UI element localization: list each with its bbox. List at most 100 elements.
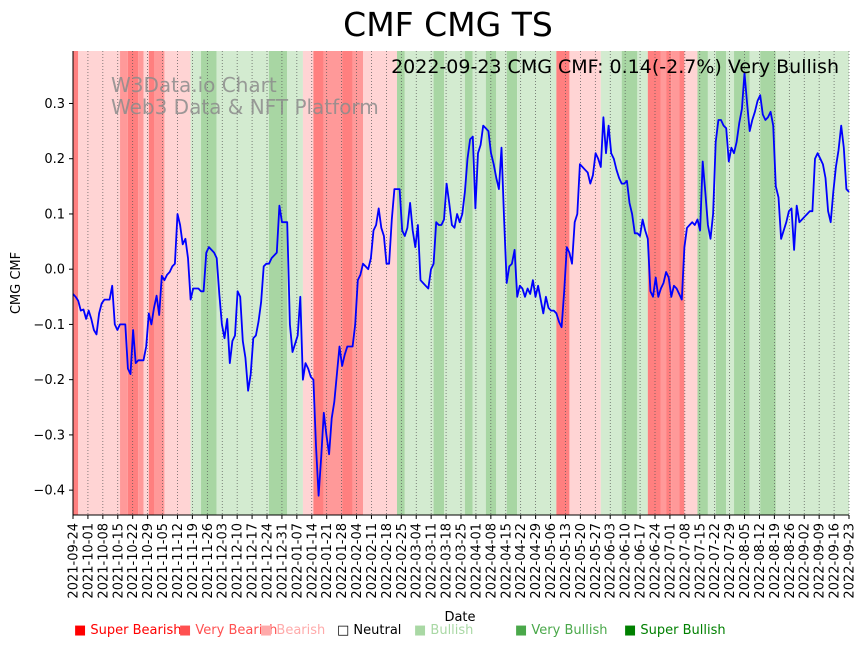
y-tick-label-2: −0.2: [33, 373, 65, 388]
x-tick-label-49: 2022-09-02: [798, 523, 813, 599]
x-tick-label-23: 2022-03-04: [410, 523, 425, 599]
regime-band-19: [363, 51, 397, 515]
x-tick-label-16: 2022-01-14: [305, 523, 320, 599]
x-tick-label-29: 2022-04-15: [499, 523, 514, 599]
y-tick-label-3: −0.1: [33, 318, 65, 333]
x-ticks: 2021-09-24 2021-10-01 2021-10-08 2021-10-15…: [67, 515, 858, 599]
x-tick-label-52: 2022-09-23: [843, 523, 858, 599]
regime-band-47: [760, 51, 776, 515]
x-tick-label-5: 2021-10-29: [141, 523, 156, 599]
regime-band-44: [726, 51, 735, 515]
x-tick-label-39: 2022-06-24: [649, 523, 664, 599]
regime-band-4: [138, 51, 144, 515]
y-tick-label-5: 0.1: [44, 207, 65, 222]
regime-band-33: [621, 51, 638, 515]
x-tick-label-30: 2022-04-22: [514, 523, 529, 599]
legend-item-1: ■ Very Bearish: [179, 623, 277, 638]
x-tick-label-17: 2022-01-21: [320, 523, 335, 599]
regime-band-22: [433, 51, 445, 515]
x-tick-label-43: 2022-07-22: [708, 523, 723, 599]
x-tick-label-32: 2022-05-06: [544, 523, 559, 599]
x-tick-label-22: 2022-02-25: [395, 523, 410, 599]
legend-item-2: ■ Bearish: [260, 623, 325, 638]
x-tick-label-40: 2022-07-01: [663, 523, 678, 599]
x-tick-label-27: 2022-04-01: [469, 523, 484, 599]
x-tick-label-7: 2021-11-12: [171, 523, 186, 599]
x-tick-label-36: 2022-06-03: [604, 523, 619, 599]
regime-band-2: [120, 51, 128, 515]
regime-band-6: [148, 51, 154, 515]
regime-band-1: [78, 51, 121, 515]
regime-band-27: [496, 51, 507, 515]
x-tick-label-18: 2022-01-28: [335, 523, 350, 599]
regime-bands: [73, 51, 849, 515]
x-tick-label-34: 2022-05-20: [574, 523, 589, 599]
x-tick-label-19: 2022-02-04: [350, 523, 365, 599]
legend-item-4: ■ Bullish: [414, 623, 473, 638]
legend-item-5: ■ Very Bullish: [515, 623, 607, 638]
x-tick-label-48: 2022-08-26: [783, 523, 798, 599]
regime-band-7: [153, 51, 165, 515]
chart-title: CMF CMG TS: [343, 5, 553, 44]
regime-band-16: [323, 51, 343, 515]
regime-band-42: [707, 51, 716, 515]
regime-band-46: [749, 51, 761, 515]
x-tick-label-47: 2022-08-19: [768, 523, 783, 599]
regime-band-15: [313, 51, 324, 515]
regime-band-20: [396, 51, 405, 515]
regime-band-31: [569, 51, 601, 515]
x-tick-label-26: 2022-03-25: [455, 523, 470, 599]
x-tick-label-2: 2021-10-08: [96, 523, 111, 599]
x-tick-label-50: 2022-09-09: [813, 523, 828, 599]
regime-band-40: [684, 51, 698, 515]
regime-band-45: [734, 51, 750, 515]
y-axis-label: CMG CMF: [9, 252, 24, 314]
x-tick-label-41: 2022-07-08: [678, 523, 693, 599]
regime-band-11: [216, 51, 269, 515]
legend: ■ Super Bearish■ Very Bearish■ Bearish □ …: [74, 623, 726, 638]
regime-band-14: [302, 51, 314, 515]
x-tick-label-9: 2021-11-26: [201, 523, 216, 599]
x-tick-label-33: 2022-05-13: [559, 523, 574, 599]
x-tick-label-35: 2022-05-27: [589, 523, 604, 599]
x-tick-label-13: 2021-12-24: [261, 523, 276, 599]
legend-item-3: □ Neutral: [337, 623, 401, 638]
y-tick-label-0: −0.4: [33, 484, 65, 499]
x-tick-label-28: 2022-04-08: [484, 523, 499, 599]
legend-item-6: ■ Super Bullish: [624, 623, 726, 638]
x-tick-label-44: 2022-07-29: [723, 523, 738, 599]
watermark-line-2: Web3 Data & NFT Platform: [111, 95, 379, 119]
series-line-cmg-cmf: [72, 72, 850, 497]
regime-band-38: [671, 51, 680, 515]
regime-band-28: [506, 51, 518, 515]
x-tick-label-12: 2021-12-17: [246, 523, 261, 599]
x-tick-label-45: 2022-08-05: [738, 523, 753, 599]
watermark-line-1: W3Data.io Chart: [111, 73, 277, 97]
regime-band-43: [715, 51, 727, 515]
y-ticks: −0.4 −0.3 −0.2 −0.1 0.0 0.1 0.2 0.3: [33, 97, 73, 499]
chart-annotation: 2022-09-23 CMG CMF: 0.14(-2.7%) Very Bul…: [391, 56, 839, 78]
x-tick-label-0: 2021-09-24: [67, 523, 82, 599]
x-tick-label-31: 2022-04-29: [529, 523, 544, 599]
series-layer: [72, 72, 850, 497]
x-tick-label-21: 2022-02-18: [380, 523, 395, 599]
y-tick-label-7: 0.3: [44, 97, 65, 112]
x-tick-label-1: 2021-10-01: [81, 523, 96, 599]
y-tick-label-4: 0.0: [44, 263, 65, 278]
regime-band-5: [143, 51, 149, 515]
regime-band-30: [556, 51, 570, 515]
y-tick-label-1: −0.3: [33, 428, 65, 443]
x-tick-label-10: 2021-12-03: [216, 523, 231, 599]
x-tick-label-14: 2021-12-31: [275, 523, 290, 599]
y-tick-label-6: 0.2: [44, 152, 65, 167]
x-tick-label-24: 2022-03-11: [425, 523, 440, 599]
x-tick-label-11: 2021-12-10: [231, 523, 246, 599]
x-tick-label-8: 2021-11-19: [186, 523, 201, 599]
x-tick-label-4: 2021-10-22: [126, 523, 141, 599]
x-tick-label-3: 2021-10-15: [111, 523, 126, 599]
regime-band-29: [517, 51, 557, 515]
regime-band-3: [127, 51, 139, 515]
x-tick-label-46: 2022-08-12: [753, 523, 768, 599]
regime-band-0: [73, 51, 79, 515]
